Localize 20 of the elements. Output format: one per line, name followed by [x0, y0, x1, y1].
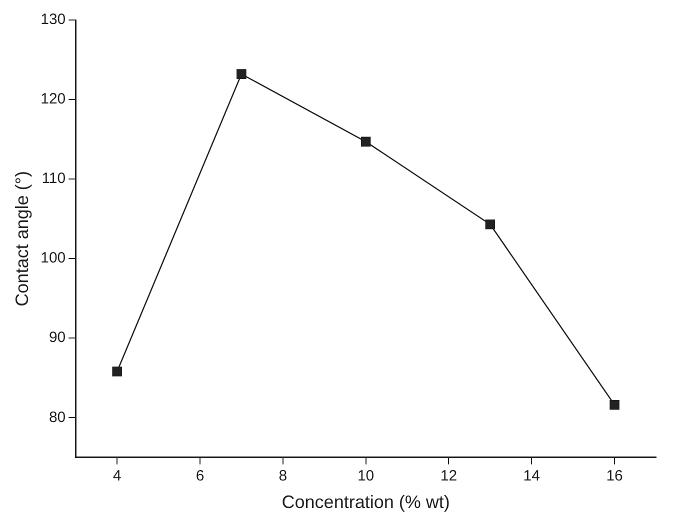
x-tick-label: 8	[278, 468, 288, 485]
x-tick-label: 12	[440, 468, 458, 485]
x-tick-label: 16	[606, 468, 623, 485]
x-tick-label: 6	[196, 468, 204, 485]
y-tick-label: 120	[40, 90, 66, 108]
point	[485, 219, 496, 230]
x-axis-title: Concentration (% wt)	[282, 492, 450, 512]
point	[236, 69, 246, 79]
point	[112, 366, 122, 376]
point	[610, 400, 620, 410]
x-tick-label: 14	[523, 468, 540, 485]
x-tick-label: 4	[112, 468, 122, 485]
y-axis-title: Contact angle (°)	[12, 171, 32, 306]
y-tick-label: 100	[40, 250, 66, 267]
y-tick-label: 130	[40, 11, 66, 28]
y-tick-label: 110	[42, 170, 66, 188]
y-tick-label: 90	[48, 329, 66, 346]
y-tick-label: 80	[48, 408, 66, 426]
point	[360, 136, 371, 147]
x-tick-label: 10	[357, 468, 374, 485]
